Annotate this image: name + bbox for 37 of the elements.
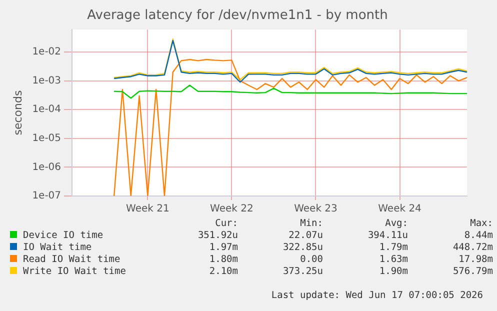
text: 17.98m [458,254,493,265]
text: 351.92u [196,230,238,241]
text: Last update: Wed Jun 17 07:00:05 2026 [271,290,483,301]
x-tick-label: Week 24 [378,204,422,215]
legend-label: IO Wait time [22,242,93,253]
text: 1.80m [208,254,238,265]
text: 8.44m [463,230,493,241]
y-tick-label: 1e-07 [32,190,62,202]
text: 322.85u [282,242,323,253]
x-tick-label: Week 23 [294,204,338,215]
y-tick-label: 1e-06 [32,162,62,173]
text: 22.07u [288,230,323,241]
text: 0.00 [299,254,323,265]
y-tick-label: 1e-03 [32,75,62,86]
text: 1.79m [378,242,408,253]
text: 2.10m [208,266,238,277]
text: 1.90m [378,266,408,277]
text: Max: [469,218,493,229]
x-tick-label: Week 21 [126,204,170,215]
legend-label: Write IO Wait time [22,266,127,277]
text: 576.79m [452,266,493,277]
text: 1.97m [208,242,238,253]
text: Cur: [214,218,238,229]
text: 448.72m [452,242,493,253]
text: 1.63m [378,254,408,265]
y-tick-label: 1e-02 [32,46,62,58]
legend-label: Device IO time [22,230,104,241]
chart-title: Average latency for /dev/nvme1n1 - by month [87,8,388,24]
text: Min: [299,218,323,229]
y-axis-title: seconds [11,90,24,136]
y-tick-label: 1e-04 [32,104,62,116]
text: 394.11u [366,230,408,241]
y-tick-label: 1e-05 [32,132,62,144]
text: Avg: [384,218,408,229]
legend-label: Read IO Wait time [22,254,122,265]
x-tick-label: Week 22 [210,204,254,215]
text: 373.25u [282,266,323,277]
